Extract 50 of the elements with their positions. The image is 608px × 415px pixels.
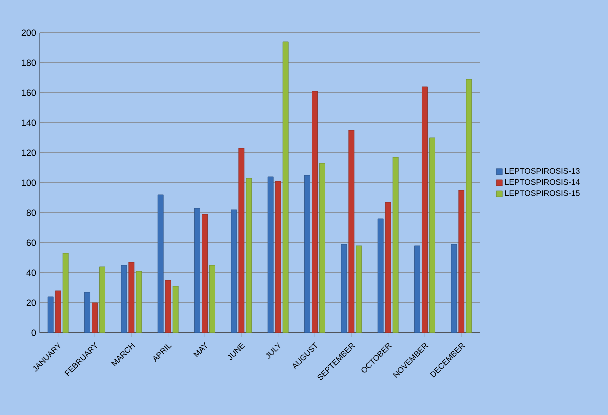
bar (202, 214, 208, 333)
bar (100, 266, 106, 333)
bar (414, 246, 420, 333)
y-tick-label: 0 (32, 330, 36, 336)
bar (231, 210, 238, 333)
y-tick-label: 140 (22, 120, 36, 126)
bar (128, 262, 135, 333)
y-tick-label: 100 (22, 180, 36, 186)
bar (55, 290, 62, 333)
bar (165, 280, 172, 333)
bar (136, 271, 142, 333)
bar (304, 175, 310, 333)
bar (158, 194, 164, 333)
bar (320, 163, 326, 333)
bar (194, 208, 200, 333)
bar (422, 86, 428, 333)
y-tick-label: 160 (22, 90, 36, 96)
y-tick-label: 20 (26, 300, 36, 306)
y-tick-label: 60 (26, 240, 36, 246)
bar (92, 302, 98, 333)
legend-label: LEPTOSPIROSIS-13 (505, 168, 580, 174)
bar (62, 253, 69, 333)
legend-label: LEPTOSPIROSIS-14 (505, 179, 580, 186)
y-tick-label: 40 (26, 270, 36, 276)
bar (312, 91, 318, 333)
bar (121, 265, 128, 333)
bar (451, 244, 458, 333)
bar (378, 218, 384, 333)
bar (341, 244, 348, 333)
bar (385, 202, 392, 333)
bar (392, 157, 399, 333)
bar (238, 148, 245, 333)
y-tick-label: 200 (22, 30, 36, 36)
y-tick-label: 80 (26, 210, 36, 216)
bar (275, 181, 282, 333)
bar (48, 296, 54, 333)
bar (348, 130, 355, 333)
bar (458, 190, 465, 333)
y-tick-label: 180 (22, 60, 36, 66)
y-tick-label: 120 (22, 150, 36, 156)
bar (282, 42, 289, 333)
bar (466, 79, 472, 333)
bar (356, 246, 362, 333)
bar (246, 178, 252, 333)
bar (172, 286, 179, 333)
bar (210, 265, 216, 333)
bar (430, 138, 436, 333)
bar (268, 176, 274, 333)
legend-label: LEPTOSPIROSIS-15 (505, 190, 580, 196)
bar (84, 292, 90, 333)
